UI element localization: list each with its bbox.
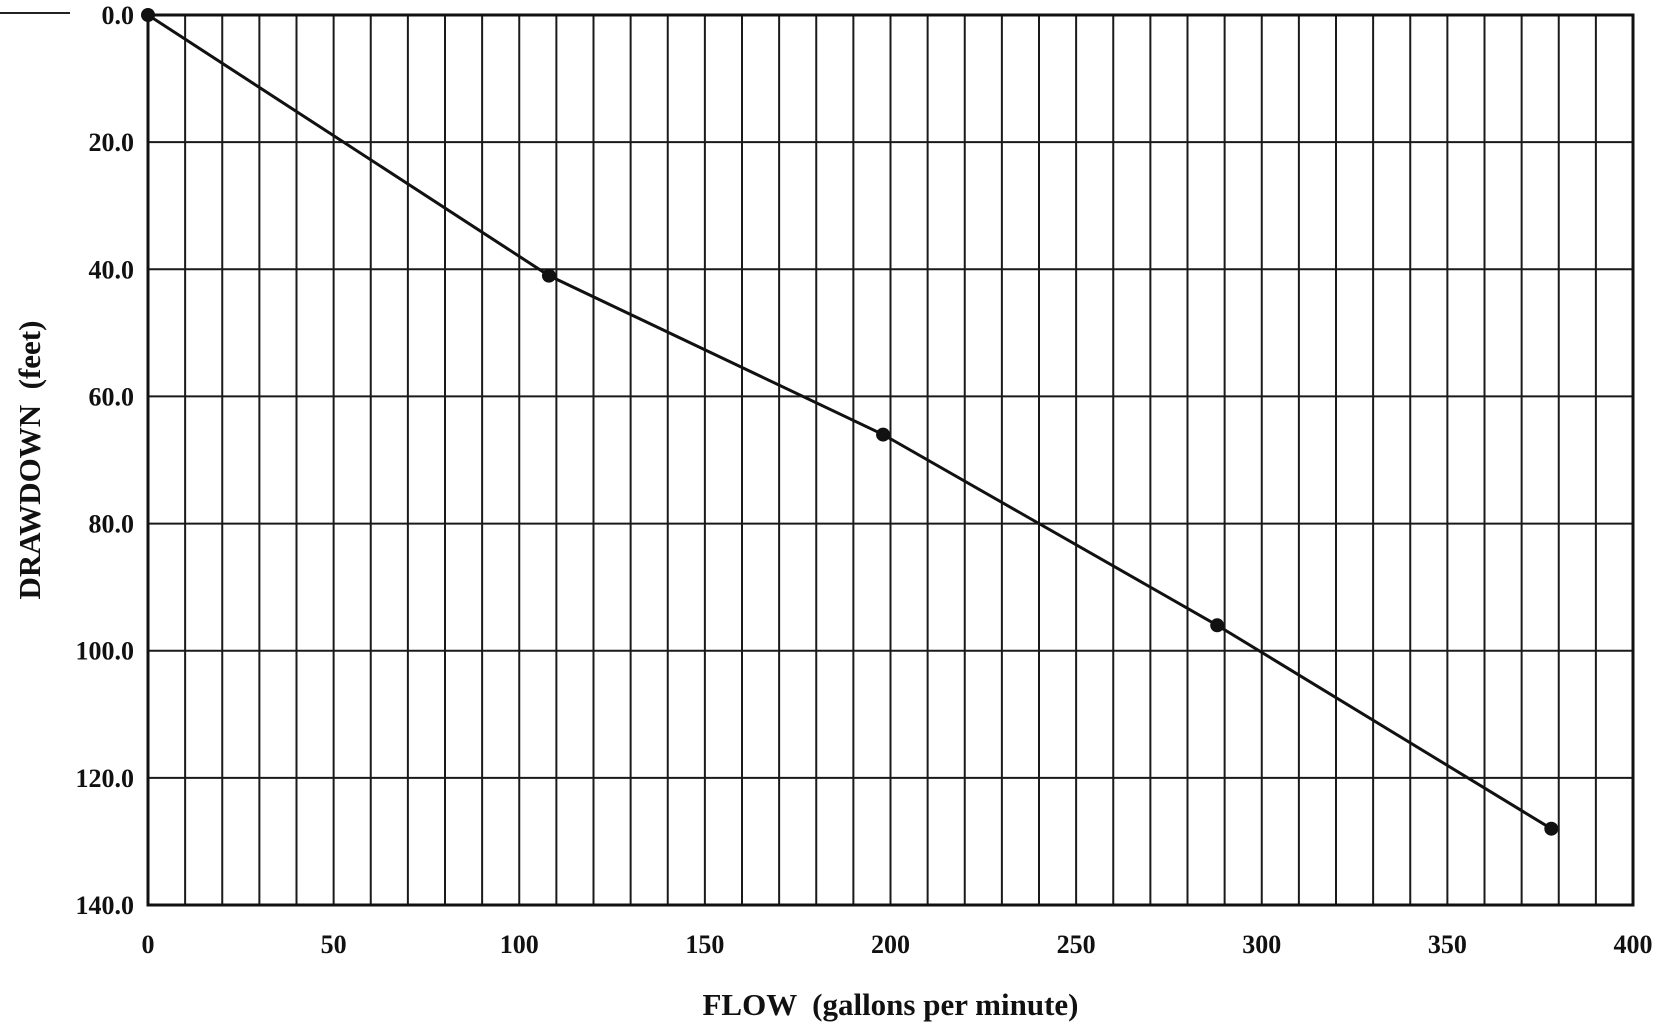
x-tick-label: 50 — [321, 930, 347, 959]
data-point — [1210, 618, 1225, 633]
x-tick-label: 400 — [1614, 930, 1653, 959]
y-tick-label: 80.0 — [89, 510, 135, 539]
plot-frame — [146, 13, 1635, 907]
x-tick-label: 350 — [1428, 930, 1467, 959]
x-tick-label: 150 — [685, 930, 724, 959]
series — [141, 8, 1559, 836]
grid — [148, 15, 1633, 905]
x-tick-label: 100 — [500, 930, 539, 959]
data-point — [1544, 821, 1559, 836]
y-tick-label: 120.0 — [76, 764, 135, 793]
data-point — [541, 268, 556, 283]
x-axis-title: FLOW (gallons per minute) — [702, 987, 1078, 1022]
y-tick-label: 100.0 — [76, 637, 135, 666]
y-tick-label: 0.0 — [102, 1, 135, 30]
data-point — [876, 427, 891, 442]
y-tick-label: 20.0 — [89, 128, 135, 157]
y-axis-title: DRAWDOWN (feet) — [12, 321, 47, 600]
y-tick-label: 40.0 — [89, 255, 135, 284]
y-tick-label: 60.0 — [89, 382, 135, 411]
x-tick-labels: 0 50 100 150 200 250 300 350 400 — [142, 930, 1653, 959]
y-tick-label: 140.0 — [76, 891, 135, 920]
x-tick-label: 200 — [871, 930, 910, 959]
x-tick-label: 300 — [1242, 930, 1281, 959]
data-point — [141, 8, 155, 22]
x-tick-label: 0 — [142, 930, 155, 959]
x-tick-label: 250 — [1057, 930, 1096, 959]
y-tick-labels: 0.0 20.0 40.0 60.0 80.0 100.0 120.0 140.0 — [76, 1, 135, 920]
series-line — [147, 13, 1553, 830]
